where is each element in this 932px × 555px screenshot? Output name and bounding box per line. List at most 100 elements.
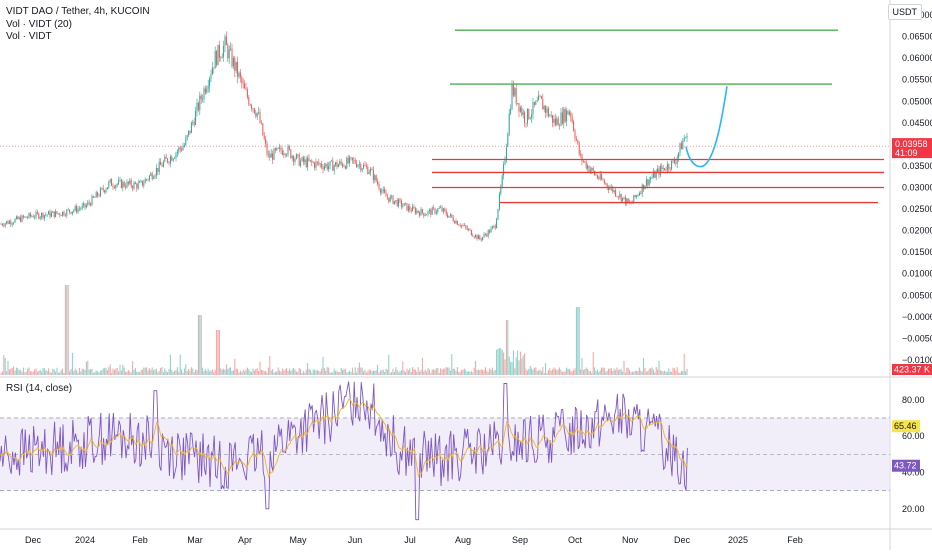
volume-bar (0, 372, 2, 375)
volume-bar (620, 368, 622, 375)
volume-bar (554, 368, 556, 375)
candle-body (174, 157, 176, 159)
candle-body (651, 177, 653, 179)
candle-body (319, 163, 321, 165)
volume-bar (417, 367, 419, 375)
volume-bar (45, 370, 47, 375)
volume-bar (253, 370, 255, 375)
volume-bar (508, 356, 510, 375)
candle-body (444, 208, 446, 211)
candle-body (356, 163, 358, 167)
volume-bar (67, 285, 69, 375)
volume-bar (273, 372, 275, 375)
volume-bar (224, 369, 226, 375)
volume-bar (113, 370, 115, 375)
indicator-vol[interactable]: Vol · VIDT (6, 31, 52, 42)
candle-body (619, 194, 621, 198)
volume-bar (235, 368, 237, 375)
candle-body (227, 45, 229, 59)
candle-body (377, 181, 379, 185)
candle-body (258, 111, 260, 113)
candle-body (421, 209, 423, 213)
volume-bar (155, 369, 157, 375)
volume-bar (260, 369, 262, 375)
candle-body (363, 164, 365, 169)
projection-curve[interactable] (685, 86, 728, 168)
volume-bar (641, 371, 643, 375)
candle-body (575, 138, 577, 141)
volume-bar (66, 285, 68, 375)
indicator-vol-20[interactable]: Vol · VIDT (20) (6, 19, 72, 30)
volume-bar (265, 370, 267, 375)
volume-bar (500, 348, 502, 375)
currency-unit-button[interactable]: USDT (887, 4, 922, 20)
volume-bar (112, 368, 114, 375)
candle-body (18, 217, 20, 220)
candle-body (220, 57, 222, 59)
candle-body (396, 200, 398, 207)
volume-bar (90, 369, 92, 375)
volume-bar (472, 372, 474, 375)
volume-bar (122, 364, 124, 375)
price-axis-column (890, 0, 932, 550)
candle-body (638, 192, 640, 196)
candle-body (496, 219, 498, 229)
candle-body (679, 143, 681, 153)
volume-bar (309, 369, 311, 375)
volume-bar (210, 370, 212, 375)
volume-bar (325, 370, 327, 375)
candle-body (433, 207, 435, 209)
volume-bar (483, 370, 485, 375)
volume-bar (339, 372, 341, 375)
candle-body (675, 163, 677, 164)
volume-bar (441, 369, 443, 375)
volume-bar (21, 372, 23, 375)
candle-body (329, 161, 331, 167)
candle-body (399, 199, 401, 201)
candle-body (279, 147, 281, 149)
candle-body (503, 164, 505, 176)
candle-body (580, 154, 582, 155)
volume-bar (263, 371, 265, 375)
rsi-line (0, 381, 688, 521)
volume-bar (512, 350, 514, 375)
volume-bar (178, 371, 180, 375)
volume-bar (337, 372, 339, 375)
candle-body (15, 216, 17, 220)
candle-body (567, 110, 569, 115)
candle-body (371, 168, 373, 170)
volume-bar (246, 367, 248, 375)
candle-body (647, 179, 649, 186)
candle-body (48, 211, 50, 215)
candle-body (510, 109, 512, 114)
candle-body (344, 166, 346, 169)
volume-bar (20, 369, 22, 375)
candle-body (507, 133, 509, 147)
volume-bar (382, 369, 384, 375)
candle-body (216, 51, 218, 66)
candle-body (203, 88, 205, 100)
volume-bar (370, 370, 372, 375)
candle-body (280, 147, 282, 152)
candle-body (132, 186, 134, 189)
candle-body (92, 196, 94, 198)
candle-body (466, 227, 468, 230)
candle-body (42, 213, 44, 219)
candle-body (657, 168, 659, 172)
price-tick-label: 0.05500 (902, 75, 932, 85)
candle-body (441, 207, 443, 212)
candle-body (202, 99, 204, 100)
candle-body (519, 107, 521, 112)
candle-body (479, 235, 481, 240)
candle-body (316, 161, 318, 163)
candle-body (53, 211, 55, 217)
candle-body (137, 182, 139, 189)
candle-body (263, 135, 265, 140)
rsi-indicator-label[interactable]: RSI (14, close) (6, 383, 73, 394)
price-tick-label: −0.00000 (902, 312, 932, 322)
volume-bar (227, 369, 229, 375)
candle-body (63, 211, 65, 216)
volume-bar (202, 367, 204, 375)
volume-bar (431, 369, 433, 375)
candle-body (85, 205, 87, 208)
